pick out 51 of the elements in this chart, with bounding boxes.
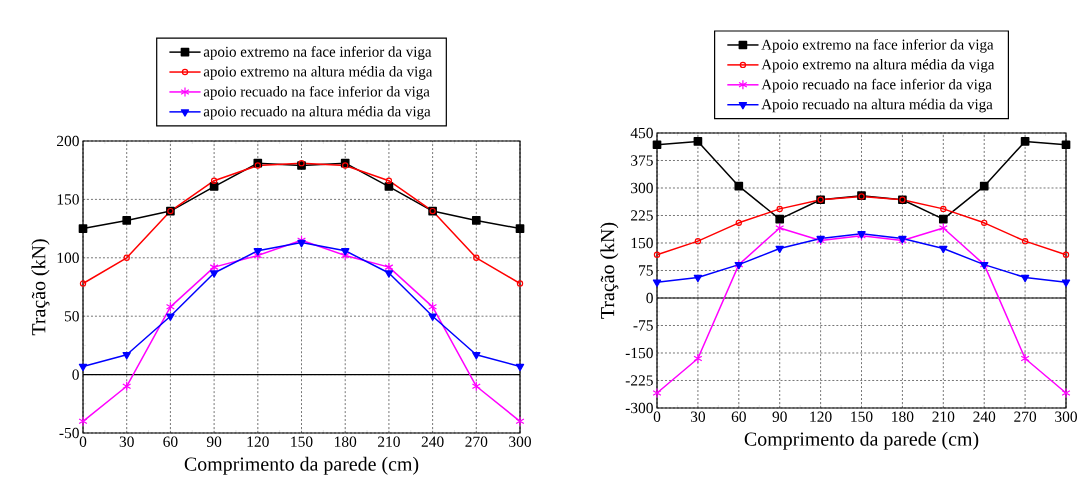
y-tick-label: 50 bbox=[64, 310, 79, 322]
x-tick-label: 150 bbox=[291, 436, 313, 447]
x-tick-label: 0 bbox=[653, 411, 661, 422]
legend-label: Apoio extremo na altura média da viga bbox=[761, 58, 995, 73]
x-axis-title: Comprimento da parede (cm) bbox=[184, 456, 419, 475]
x-tick-label: 180 bbox=[334, 436, 357, 447]
x-tick-label: 210 bbox=[932, 411, 955, 422]
legend-label: Apoio extremo na face inferior da viga bbox=[761, 38, 994, 53]
y-tick-label: 200 bbox=[57, 135, 79, 147]
x-tick-label: 240 bbox=[421, 436, 444, 447]
x-tick-label: 90 bbox=[206, 436, 222, 447]
x-tick-label: 120 bbox=[810, 411, 832, 422]
x-tick-label: 240 bbox=[973, 411, 996, 422]
x-tick-label: 300 bbox=[1055, 411, 1077, 422]
legend-label: apoio recuado na altura média da viga bbox=[203, 105, 431, 120]
x-tick-label: 150 bbox=[851, 411, 873, 422]
x-axis-title: Comprimento da parede (cm) bbox=[744, 431, 979, 450]
legend-label: Apoio recuado na altura média da viga bbox=[761, 98, 993, 113]
y-tick-label: -50 bbox=[59, 427, 79, 439]
x-tick-label: 270 bbox=[465, 436, 488, 447]
y-tick-label: 300 bbox=[631, 182, 653, 194]
legend-label: apoio extremo na altura média da viga bbox=[203, 66, 433, 80]
y-tick-label: -150 bbox=[625, 347, 653, 359]
y-axis-title: Tração (kN) bbox=[31, 239, 50, 336]
y-tick-label: 0 bbox=[72, 369, 79, 380]
legend-label: Apoio recuado na face inferior da viga bbox=[761, 78, 992, 93]
x-tick-label: 180 bbox=[892, 411, 914, 422]
x-tick-label: 300 bbox=[509, 436, 531, 447]
x-tick-label: 210 bbox=[378, 436, 400, 447]
y-tick-label: 150 bbox=[631, 237, 653, 249]
x-tick-label: 30 bbox=[690, 411, 706, 422]
legend-label: apoio extremo na face inferior da viga bbox=[203, 46, 432, 60]
x-tick-label: 60 bbox=[163, 436, 178, 447]
y-tick-label: 100 bbox=[57, 252, 79, 263]
x-tick-label: 60 bbox=[731, 411, 746, 422]
x-tick-label: 270 bbox=[1014, 411, 1037, 422]
y-tick-label: 75 bbox=[639, 265, 653, 276]
y-tick-label: -225 bbox=[625, 375, 653, 386]
y-tick-label: -300 bbox=[625, 402, 653, 414]
y-tick-label: -75 bbox=[633, 320, 653, 331]
y-tick-label: 375 bbox=[631, 155, 653, 166]
y-tick-label: 0 bbox=[646, 292, 653, 304]
y-tick-label: 225 bbox=[631, 210, 653, 221]
x-tick-label: 30 bbox=[119, 436, 134, 447]
x-tick-label: 90 bbox=[772, 411, 787, 422]
legend-label: apoio recuado na face inferior da viga bbox=[203, 85, 430, 100]
y-tick-label: 450 bbox=[630, 127, 653, 139]
y-tick-label: 150 bbox=[57, 194, 79, 205]
x-tick-label: 0 bbox=[79, 436, 87, 447]
y-axis-title: Tração (kN) bbox=[600, 222, 619, 319]
x-tick-label: 120 bbox=[247, 436, 269, 447]
